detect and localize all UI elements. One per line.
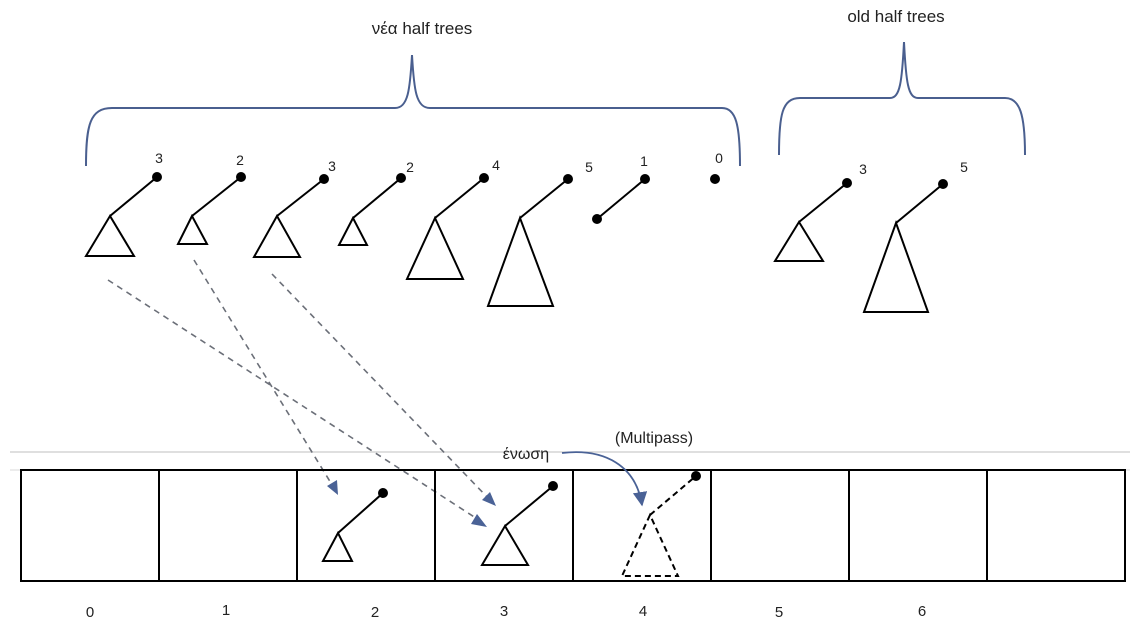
bucket-label-1: 1 <box>222 602 230 619</box>
old-tree-rank-1: 3 <box>859 161 867 177</box>
dashed-arrow-tree3-to-bucket3 <box>271 273 491 501</box>
bucket-label-6: 6 <box>918 603 926 620</box>
new-half-tree-3 <box>252 174 329 258</box>
bucket-2-tree <box>321 488 388 562</box>
dashed-arrow-head-3 <box>482 492 496 506</box>
new-tree-rank-4: 2 <box>406 159 414 175</box>
old-half-trees-label: old half trees <box>847 7 944 26</box>
new-half-tree-8 <box>710 174 720 184</box>
bucket-label-5: 5 <box>775 604 783 621</box>
new-tree-rank-3: 3 <box>328 158 336 174</box>
new-tree-rank-2: 2 <box>236 152 244 168</box>
bucket-label-2: 2 <box>371 604 379 621</box>
bucket-label-4: 4 <box>639 603 647 620</box>
new-half-tree-4 <box>337 173 406 246</box>
new-half-tree-1 <box>84 172 162 257</box>
bucket-4-tentative-tree <box>620 471 701 577</box>
new-half-tree-6 <box>486 174 573 307</box>
new-tree-rank-1: 3 <box>155 150 163 166</box>
dashed-arrow-head-1 <box>471 514 487 527</box>
multipass-label: (Multipass) <box>615 430 693 447</box>
old-half-tree-2 <box>862 179 948 313</box>
dashed-arrow-head-2 <box>327 480 338 495</box>
dashed-arrow-tree1-to-bucket3 <box>107 279 483 523</box>
old-tree-rank-2: 5 <box>960 159 968 175</box>
dashed-arrow-tree2-to-bucket2 <box>193 259 335 489</box>
union-arrow <box>561 451 648 507</box>
bucket-label-0: 0 <box>86 604 94 621</box>
bucket-label-3: 3 <box>500 603 508 620</box>
new-half-trees-brace <box>85 54 741 167</box>
new-tree-rank-7: 1 <box>640 153 648 169</box>
new-half-trees-label: νέα half trees <box>372 19 473 38</box>
new-tree-rank-8: 0 <box>715 150 723 166</box>
union-label: ένωση <box>503 446 549 463</box>
new-half-tree-7 <box>592 174 650 224</box>
new-tree-rank-5: 4 <box>492 157 500 173</box>
old-half-trees-brace <box>778 41 1026 156</box>
new-half-tree-2 <box>176 172 246 245</box>
new-tree-rank-6: 5 <box>585 159 593 175</box>
bucket-3-tree <box>480 481 558 566</box>
new-half-tree-5 <box>405 173 489 280</box>
old-half-tree-1 <box>773 178 852 262</box>
